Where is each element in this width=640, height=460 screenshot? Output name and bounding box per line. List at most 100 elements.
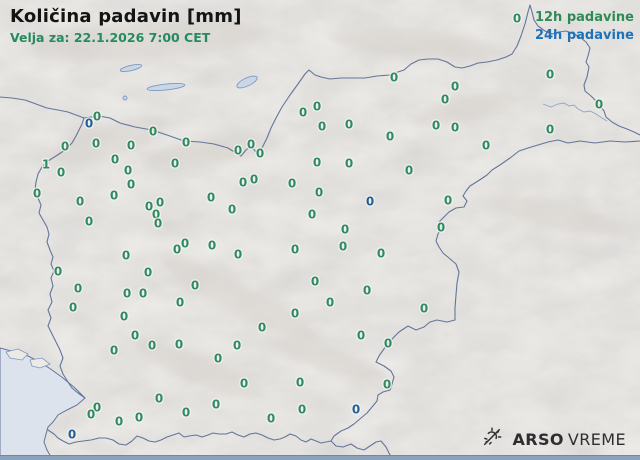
- precip-value-12h: 0: [212, 398, 220, 412]
- precip-value-12h: 0: [127, 139, 135, 153]
- precip-value-12h: 0: [267, 412, 275, 426]
- brand-name-arso: ARSO: [512, 429, 564, 449]
- precip-value-12h: 0: [149, 125, 157, 139]
- precip-value-12h: 0: [377, 247, 385, 261]
- precip-value-12h: 0: [451, 121, 459, 135]
- precip-value-12h: 0: [124, 164, 132, 178]
- precip-value-12h: 0: [288, 177, 296, 191]
- precip-value-12h: 0: [175, 338, 183, 352]
- precip-value-12h: 0: [291, 243, 299, 257]
- precip-value-12h: 0: [144, 266, 152, 280]
- precip-value-12h: 0: [123, 287, 131, 301]
- brand-name-vreme: VREME: [567, 429, 626, 449]
- precip-value-12h: 0: [92, 137, 100, 151]
- precip-value-12h: 0: [298, 403, 306, 417]
- precip-value-12h: 0: [441, 93, 449, 107]
- precip-value-12h: 0: [214, 352, 222, 366]
- precip-value-12h: 0: [85, 215, 93, 229]
- precip-value-12h: 0: [234, 144, 242, 158]
- precip-value-12h: 0: [313, 100, 321, 114]
- precip-value-12h: 0: [339, 240, 347, 254]
- precip-value-12h: 0: [155, 392, 163, 406]
- precip-value-12h: 0: [326, 296, 334, 310]
- precip-value-12h: 0: [240, 377, 248, 391]
- precip-value-12h: 0: [110, 189, 118, 203]
- precip-value-12h: 0: [111, 153, 119, 167]
- legend-item-24h[interactable]: 24h padavine: [534, 27, 634, 43]
- precip-value-12h: 0: [110, 344, 118, 358]
- precip-value-12h: 0: [308, 208, 316, 222]
- precip-value-12h: 0: [482, 139, 490, 153]
- precip-value-12h: 0: [93, 110, 101, 124]
- precip-value-12h: 0: [258, 321, 266, 335]
- precip-value-12h: 0: [152, 208, 160, 222]
- precip-value-12h: 0: [176, 296, 184, 310]
- precip-value-12h: 0: [154, 217, 162, 231]
- sun-weather-icon: [481, 426, 503, 452]
- valid-time-label: Velja za: 22.1.2026 7:00 CET: [10, 30, 211, 45]
- precip-value-12h: 0: [345, 157, 353, 171]
- precip-value-24h: 0: [68, 428, 76, 442]
- precip-value-12h: 0: [247, 138, 255, 152]
- page-title: Količina padavin [mm]: [10, 6, 242, 27]
- precip-value-12h: 0: [513, 12, 521, 26]
- precip-value-12h: 0: [256, 147, 264, 161]
- precip-value-12h: 0: [363, 284, 371, 298]
- precip-value-12h: 0: [239, 176, 247, 190]
- precip-value-12h: 0: [432, 119, 440, 133]
- precip-value-12h: 0: [296, 376, 304, 390]
- precip-value-12h: 1: [42, 158, 50, 172]
- precip-value-12h: 0: [384, 337, 392, 351]
- precip-value-12h: 0: [390, 71, 398, 85]
- precip-value-12h: 0: [546, 123, 554, 137]
- precip-value-24h: 0: [352, 403, 360, 417]
- precip-value-12h: 0: [234, 248, 242, 262]
- precip-value-24h: 0: [85, 117, 93, 131]
- precip-value-24h: 0: [366, 195, 374, 209]
- precip-value-12h: 0: [127, 178, 135, 192]
- precip-value-12h: 0: [145, 200, 153, 214]
- precip-value-12h: 0: [345, 118, 353, 132]
- precip-value-12h: 0: [207, 191, 215, 205]
- precip-value-12h: 0: [313, 156, 321, 170]
- bottom-frame-line: [0, 455, 640, 456]
- precip-value-12h: 0: [135, 411, 143, 425]
- legend: 12h padavine 24h padavine: [535, 9, 634, 44]
- precip-value-12h: 0: [148, 339, 156, 353]
- precip-value-12h: 0: [182, 406, 190, 420]
- precip-value-12h: 0: [87, 408, 95, 422]
- precip-value-12h: 0: [122, 249, 130, 263]
- arso-vreme-brand: ARSO VREME: [481, 426, 626, 452]
- precip-value-12h: 0: [291, 307, 299, 321]
- precip-value-12h: 0: [386, 130, 394, 144]
- precip-value-12h: 0: [173, 243, 181, 257]
- precip-value-12h: 0: [444, 194, 452, 208]
- precip-value-12h: 0: [250, 173, 258, 187]
- precip-value-12h: 0: [318, 120, 326, 134]
- national-borders: [0, 4, 640, 460]
- precip-value-12h: 0: [156, 196, 164, 210]
- precip-value-12h: 0: [74, 282, 82, 296]
- precip-value-12h: 0: [311, 275, 319, 289]
- precip-value-12h: 0: [93, 401, 101, 415]
- precip-value-12h: 0: [451, 80, 459, 94]
- precip-value-12h: 0: [420, 302, 428, 316]
- precip-value-12h: 0: [228, 203, 236, 217]
- precip-value-12h: 0: [171, 157, 179, 171]
- precip-value-12h: 0: [546, 68, 554, 82]
- precip-value-12h: 0: [233, 339, 241, 353]
- precip-value-12h: 0: [182, 136, 190, 150]
- legend-item-12h[interactable]: 12h padavine: [534, 10, 634, 25]
- precip-value-12h: 0: [76, 195, 84, 209]
- precip-value-12h: 0: [139, 287, 147, 301]
- precip-value-12h: 0: [405, 164, 413, 178]
- bottom-frame-bar: [0, 455, 640, 460]
- precip-value-12h: 0: [57, 166, 65, 180]
- brand-name: ARSO VREME: [512, 430, 626, 449]
- mountain-shading: [30, 20, 624, 400]
- coastal-lagoons: [5, 348, 51, 369]
